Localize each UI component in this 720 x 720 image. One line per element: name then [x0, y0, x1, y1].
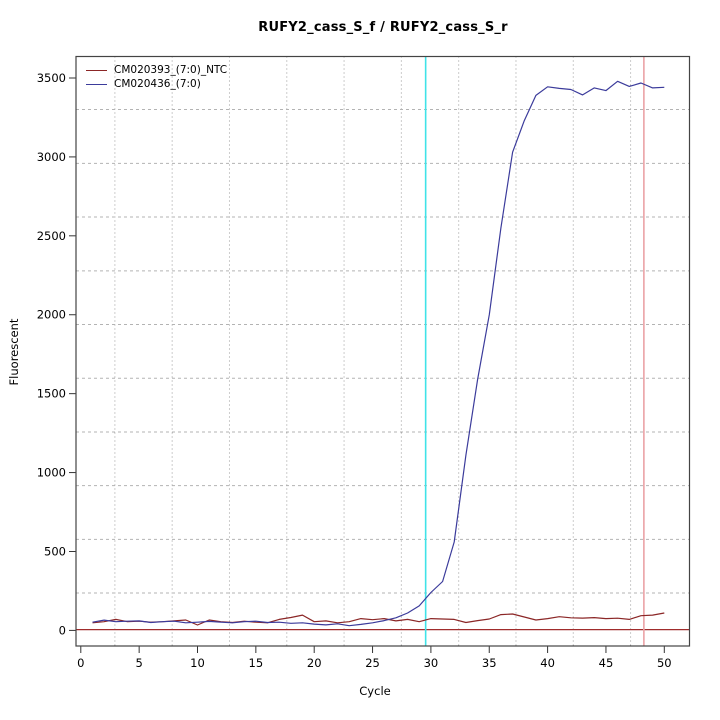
legend-label-ntc: CM020393_(7:0)_NTC — [114, 64, 228, 76]
legend-line-swatch-ntc — [86, 69, 107, 71]
legend: CM020393_(7:0)_NTC CM020436_(7:0) — [86, 63, 227, 91]
chart-title: RUFY2_cass_S_f / RUFY2_cass_S_r — [258, 20, 508, 35]
y-axis-tick-label: 1500 — [37, 387, 66, 401]
y-axis-tick-label: 1000 — [37, 466, 66, 480]
x-axis-tick-label: 30 — [424, 656, 439, 670]
legend-item-sample: CM020436_(7:0) — [86, 77, 227, 91]
y-axis-tick-label: 3000 — [37, 150, 66, 164]
x-axis-tick-label: 50 — [657, 656, 672, 670]
y-axis-tick-label: 3500 — [37, 71, 66, 85]
plot-box — [75, 55, 691, 647]
x-axis-tick-label: 35 — [482, 656, 497, 670]
legend-item-ntc: CM020393_(7:0)_NTC — [86, 63, 227, 77]
x-axis-tick-label: 15 — [249, 656, 264, 670]
x-axis-label: Cycle — [359, 684, 391, 698]
y-axis-tick-label: 2500 — [37, 229, 66, 243]
y-axis-tick-label: 2000 — [37, 308, 66, 322]
x-axis-tick-label: 0 — [77, 656, 84, 670]
x-axis-tick-label: 45 — [599, 656, 614, 670]
x-axis-tick-label: 20 — [307, 656, 322, 670]
y-axis-tick-label: 500 — [44, 544, 66, 558]
legend-label-sample: CM020436_(7:0) — [114, 78, 201, 90]
y-axis-tick-label: 0 — [59, 623, 66, 637]
y-axis-label: Fluorescent — [7, 318, 21, 386]
series-line-CM020393_(7:0)_NTC — [92, 612, 665, 626]
x-axis-tick-label: 25 — [365, 656, 380, 670]
x-axis-tick-label: 10 — [190, 656, 205, 670]
legend-line-swatch-sample — [86, 83, 107, 85]
series-line-CM020436_(7:0) — [92, 80, 665, 627]
x-axis-tick-label: 40 — [540, 656, 555, 670]
x-axis-tick-label: 5 — [135, 656, 142, 670]
